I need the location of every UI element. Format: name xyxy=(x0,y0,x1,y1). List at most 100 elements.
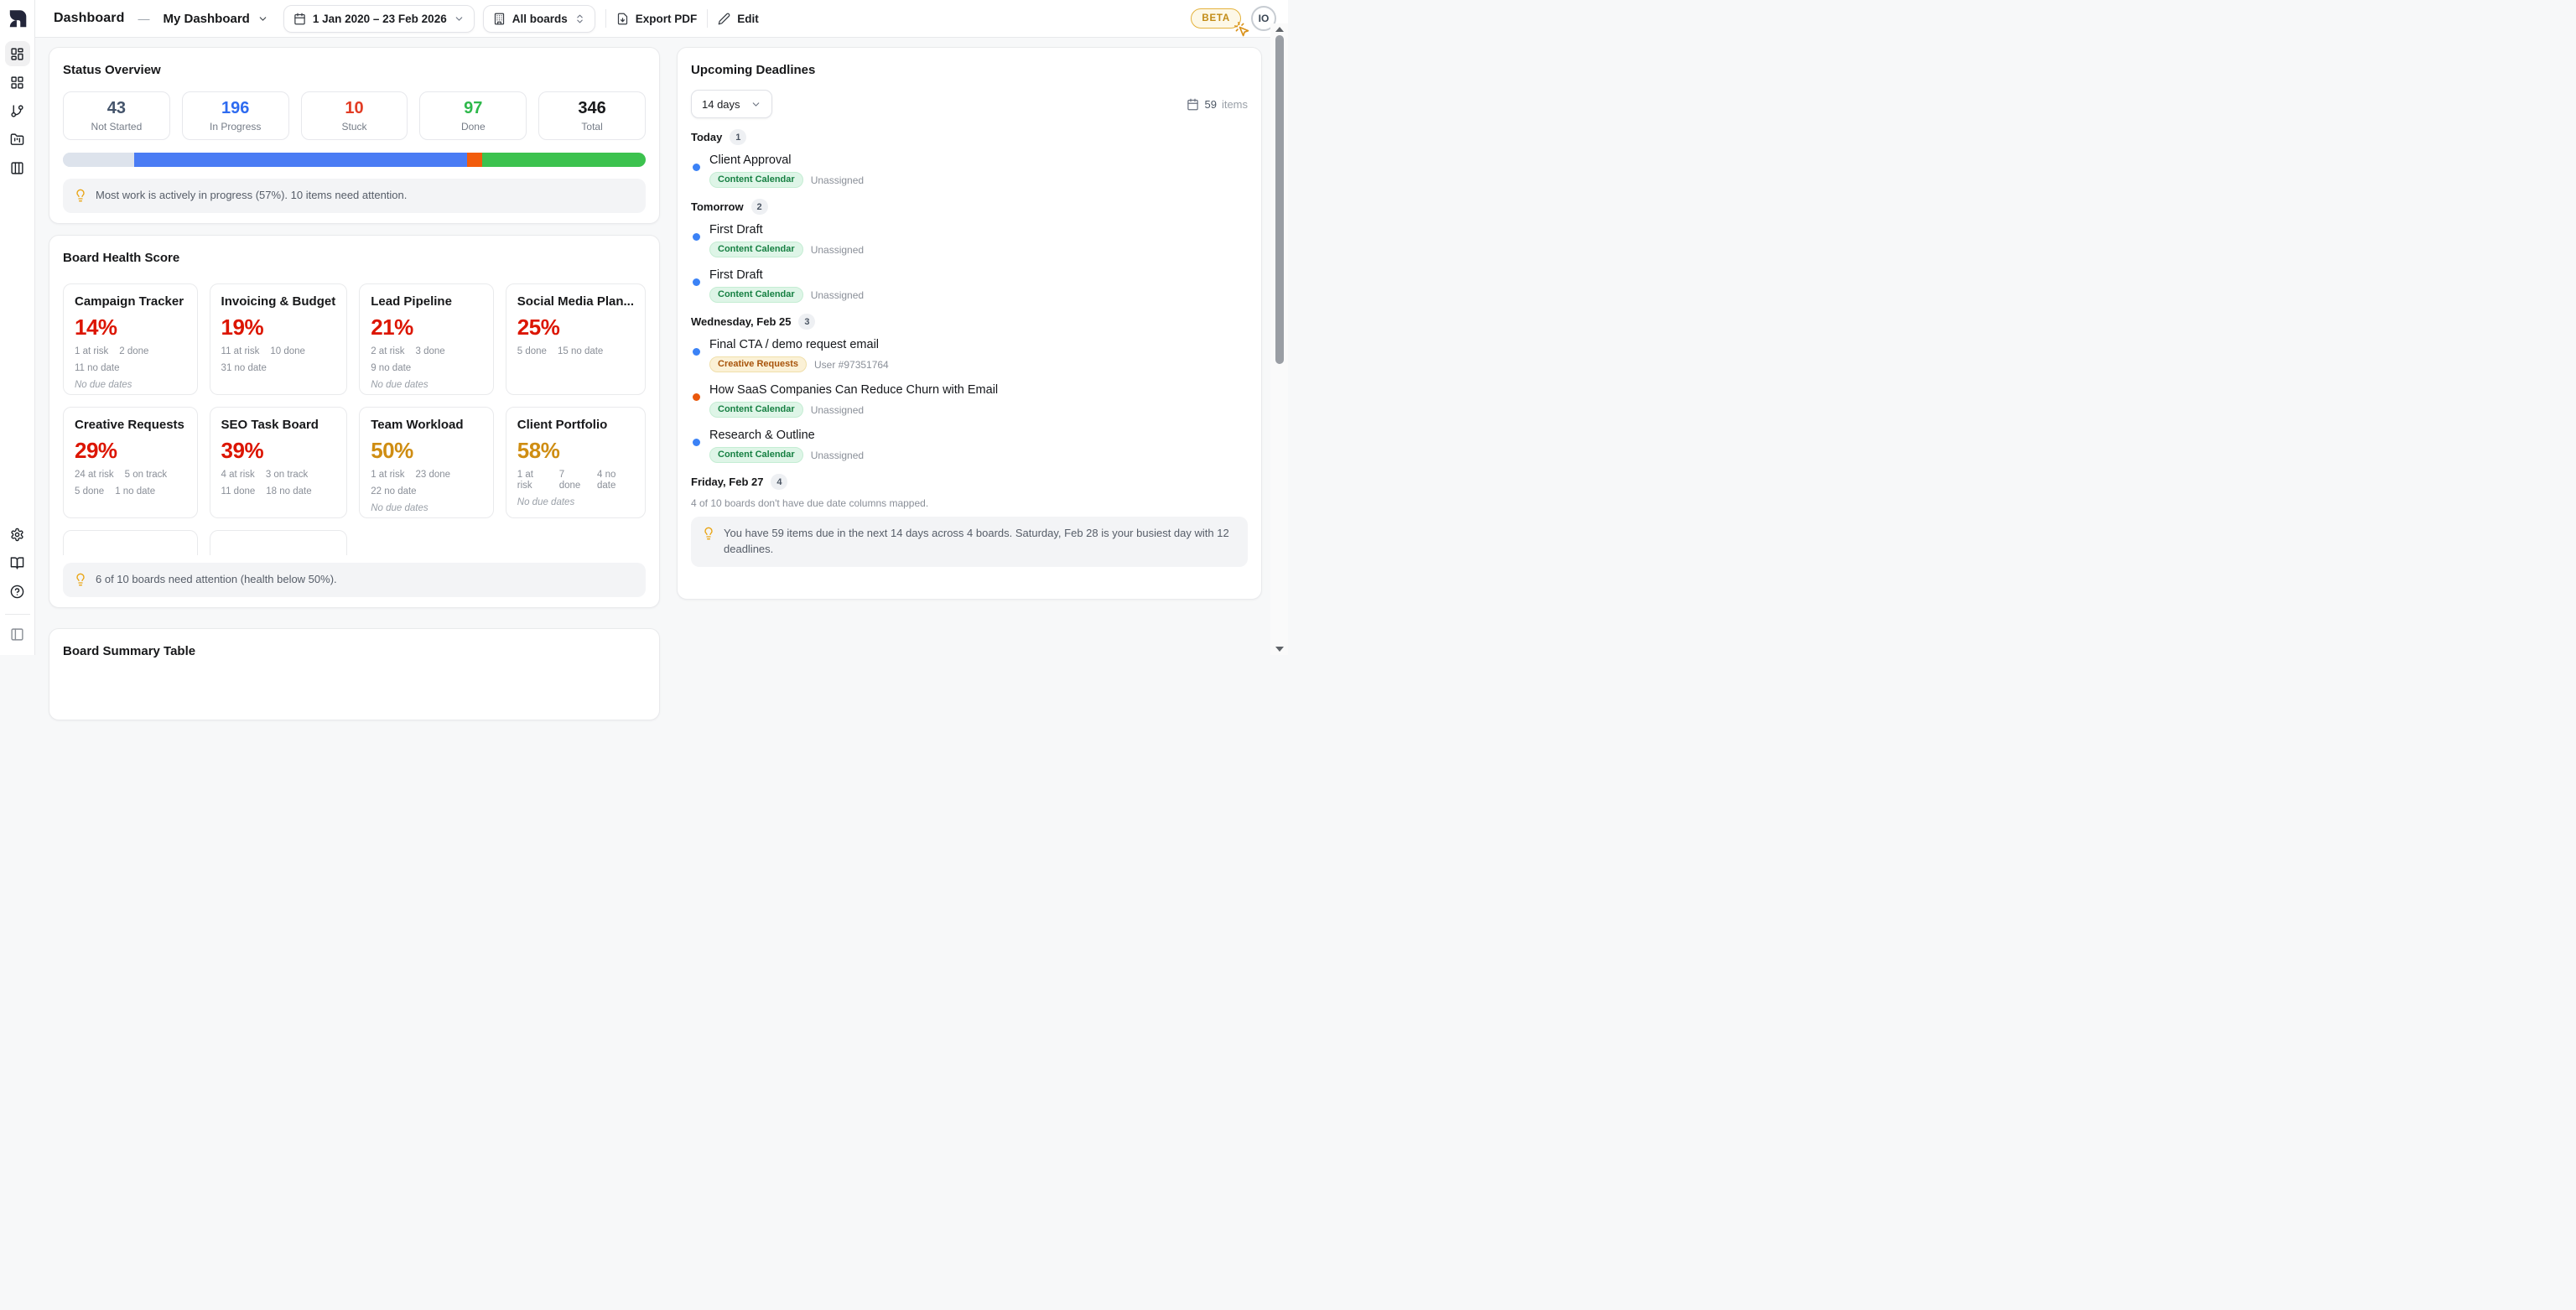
bar-segment-not-started xyxy=(63,153,135,167)
health-card-lead-pipeline[interactable]: Lead Pipeline 21% 2 at risk 3 done 9 no d… xyxy=(359,283,494,395)
assignee-label: Unassigned xyxy=(810,174,865,186)
settings-gear-icon xyxy=(11,528,23,541)
app-logo[interactable] xyxy=(7,8,29,29)
status-distribution-bar xyxy=(63,153,646,167)
deadline-item[interactable]: First Draft Content Calendar Unassigned xyxy=(691,268,1248,303)
sidebar-item-boards[interactable] xyxy=(5,155,30,180)
bar-segment-stuck xyxy=(466,153,483,167)
file-download-icon xyxy=(617,13,627,24)
status-overview-title: Status Overview xyxy=(63,63,161,77)
avatar[interactable]: IO xyxy=(1251,6,1276,31)
board-tag: Creative Requests xyxy=(709,356,807,372)
help-circle-icon xyxy=(10,585,24,598)
deadline-item[interactable]: How SaaS Companies Can Reduce Churn with… xyxy=(691,382,1248,418)
deadline-group-wednesday: Wednesday, Feb 25 3 xyxy=(691,314,1248,330)
health-card-social-media-plan[interactable]: Social Media Plan... 25% 5 done 15 no dat… xyxy=(505,283,646,395)
board-tag: Content Calendar xyxy=(709,447,803,463)
chevron-down-icon xyxy=(455,16,463,21)
apps-grid-icon xyxy=(11,75,23,89)
deadline-items-count: 59 items xyxy=(1187,98,1248,111)
dashboard-selector[interactable]: My Dashboard xyxy=(163,12,267,26)
help-button[interactable] xyxy=(5,579,30,604)
deadline-range-select[interactable]: 14 days xyxy=(691,90,772,118)
stat-in-progress: 196 In Progress xyxy=(181,91,289,140)
dashboard-name: My Dashboard xyxy=(163,11,250,26)
building-icon xyxy=(494,13,504,24)
docs-button[interactable] xyxy=(5,550,30,575)
scrollbar-thumb[interactable] xyxy=(1275,35,1284,364)
scroll-up-arrow[interactable] xyxy=(1275,27,1284,32)
status-dot xyxy=(693,233,700,241)
deadline-group-today: Today 1 xyxy=(691,129,1248,145)
git-branch-icon xyxy=(11,104,23,117)
boards-filter-value: All boards xyxy=(512,12,568,25)
group-count-badge: 2 xyxy=(750,199,768,215)
group-count-badge: 1 xyxy=(730,129,747,145)
stat-stuck: 10 Stuck xyxy=(300,91,408,140)
beta-badge[interactable]: BETA xyxy=(1191,8,1249,37)
sidebar-item-workflows[interactable] xyxy=(5,98,30,123)
settings-button[interactable] xyxy=(5,522,30,547)
pencil-icon xyxy=(718,13,730,24)
assignee-label: Unassigned xyxy=(810,449,865,461)
export-pdf-button[interactable]: Export PDF xyxy=(616,13,697,25)
health-card-campaign-tracker[interactable]: Campaign Tracker 14% 1 at risk 2 done 11 … xyxy=(63,283,198,395)
scrollbar xyxy=(1270,23,1288,655)
date-range-picker[interactable]: 1 Jan 2020 – 23 Feb 2026 xyxy=(283,4,475,33)
page-title: Dashboard xyxy=(54,11,125,25)
folder-kanban-icon xyxy=(10,133,24,145)
boards-filter[interactable]: All boards xyxy=(482,4,595,33)
scroll-down-arrow[interactable] xyxy=(1275,647,1284,652)
calendar-icon xyxy=(294,13,305,24)
collapse-sidebar-button[interactable] xyxy=(5,621,30,647)
title-separator: — xyxy=(138,12,150,25)
health-card-creative-requests[interactable]: Creative Requests 29% 24 at risk 5 on tra… xyxy=(63,407,198,518)
header: Dashboard — My Dashboard 1 Jan 2020 – 23… xyxy=(35,0,1288,38)
health-card-client-portfolio[interactable]: Client Portfolio 58% 1 at risk 7 done 4 no… xyxy=(505,407,646,518)
deadline-item[interactable]: Research & Outline Content Calendar Unas… xyxy=(691,428,1248,463)
status-overview-card: Status Overview 43 Not Started 196 In Pr… xyxy=(49,47,660,224)
chevron-down-icon xyxy=(752,101,759,107)
sidebar-item-dashboards[interactable] xyxy=(4,41,30,66)
board-health-title: Board Health Score xyxy=(63,251,180,265)
group-count-badge: 3 xyxy=(798,314,816,330)
upcoming-deadlines-card: Upcoming Deadlines 14 days 59 items Toda… xyxy=(677,47,1262,600)
deadline-item[interactable]: First Draft Content Calendar Unassigned xyxy=(691,222,1248,257)
status-dot xyxy=(693,348,700,356)
assignee-label: User #97351764 xyxy=(814,358,889,371)
lightbulb-icon xyxy=(704,527,713,540)
group-count-badge: 4 xyxy=(771,474,788,490)
health-card-partial[interactable] xyxy=(209,530,348,555)
bar-segment-done xyxy=(482,153,646,167)
sidebar xyxy=(0,0,35,655)
calendar-icon xyxy=(1187,98,1199,110)
lightbulb-icon xyxy=(76,573,85,586)
sidebar-item-projects[interactable] xyxy=(5,127,30,152)
board-tag: Content Calendar xyxy=(709,402,803,418)
deadline-item[interactable]: Client Approval Content Calendar Unassig… xyxy=(691,153,1248,188)
health-card-partial[interactable] xyxy=(63,530,198,555)
status-dot xyxy=(693,393,700,401)
health-card-invoicing-budget[interactable]: Invoicing & Budget 19% 11 at risk 10 done… xyxy=(209,283,348,395)
bar-segment-in-progress xyxy=(134,153,467,167)
board-summary-title: Board Summary Table xyxy=(63,644,196,658)
board-tag: Content Calendar xyxy=(709,287,803,303)
health-card-seo-task-board[interactable]: SEO Task Board 39% 4 at risk 3 on track 1… xyxy=(209,407,348,518)
deadline-item[interactable]: Final CTA / demo request email Creative … xyxy=(691,337,1248,372)
board-summary-card: Board Summary Table xyxy=(49,628,660,720)
stat-done: 97 Done xyxy=(419,91,527,140)
deadlines-footnote: 4 of 10 boards don't have due date colum… xyxy=(691,497,929,509)
status-dot xyxy=(693,164,700,171)
health-card-team-workload[interactable]: Team Workload 50% 1 at risk 23 done 22 no… xyxy=(359,407,494,518)
book-icon xyxy=(10,556,24,569)
assignee-label: Unassigned xyxy=(810,289,865,301)
edit-button[interactable]: Edit xyxy=(718,13,759,25)
upcoming-deadlines-title: Upcoming Deadlines xyxy=(691,63,816,77)
chevrons-up-down-icon xyxy=(576,14,583,23)
board-health-grid: Campaign Tracker 14% 1 at risk 2 done 11 … xyxy=(63,283,646,555)
board-health-card: Board Health Score Campaign Tracker 14% … xyxy=(49,235,660,608)
sidebar-item-apps[interactable] xyxy=(5,70,30,95)
status-stats: 43 Not Started 196 In Progress 10 Stuck … xyxy=(63,91,646,140)
dashboard-icon xyxy=(11,47,23,60)
chevron-down-icon xyxy=(259,16,267,21)
